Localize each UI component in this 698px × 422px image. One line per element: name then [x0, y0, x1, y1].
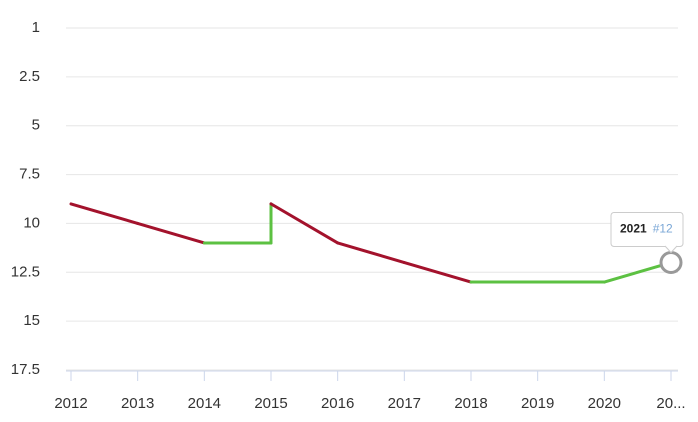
y-tick-label: 15 [23, 312, 40, 329]
x-tick-label: 2015 [254, 395, 287, 412]
line-segment [402, 261, 473, 284]
x-tick-label: 2018 [454, 395, 487, 412]
x-tick-label: 2017 [388, 395, 421, 412]
line-segment [602, 261, 673, 284]
y-tick-label: 1 [32, 19, 40, 36]
line-segment [136, 221, 206, 245]
hover-marker [659, 251, 683, 275]
y-tick-label: 7.5 [19, 166, 40, 183]
line-segment [69, 202, 140, 225]
line-segment [336, 241, 406, 265]
x-tick-label: 2013 [121, 395, 154, 412]
y-tick-label: 2.5 [19, 68, 40, 85]
tooltip: 2021 #12 [610, 212, 684, 254]
x-tick-label: 2012 [54, 395, 87, 412]
x-tick-label: 2016 [321, 395, 354, 412]
y-tick-label: 10 [23, 214, 40, 231]
x-tick-label: 2020 [588, 395, 621, 412]
x-tick-label: 2014 [188, 395, 221, 412]
x-tick-label: 20... [656, 395, 685, 412]
x-tick-label: 2019 [521, 395, 554, 412]
tooltip-title: 2021 [620, 222, 647, 236]
tooltip-pointer [664, 245, 678, 254]
tooltip-value: #12 [653, 222, 673, 236]
line-segment [269, 202, 340, 245]
y-tick-label: 5 [32, 117, 40, 134]
tooltip-box [610, 212, 684, 248]
y-tick-label: 12.5 [11, 263, 40, 280]
y-tick-label: 17.5 [11, 361, 40, 378]
